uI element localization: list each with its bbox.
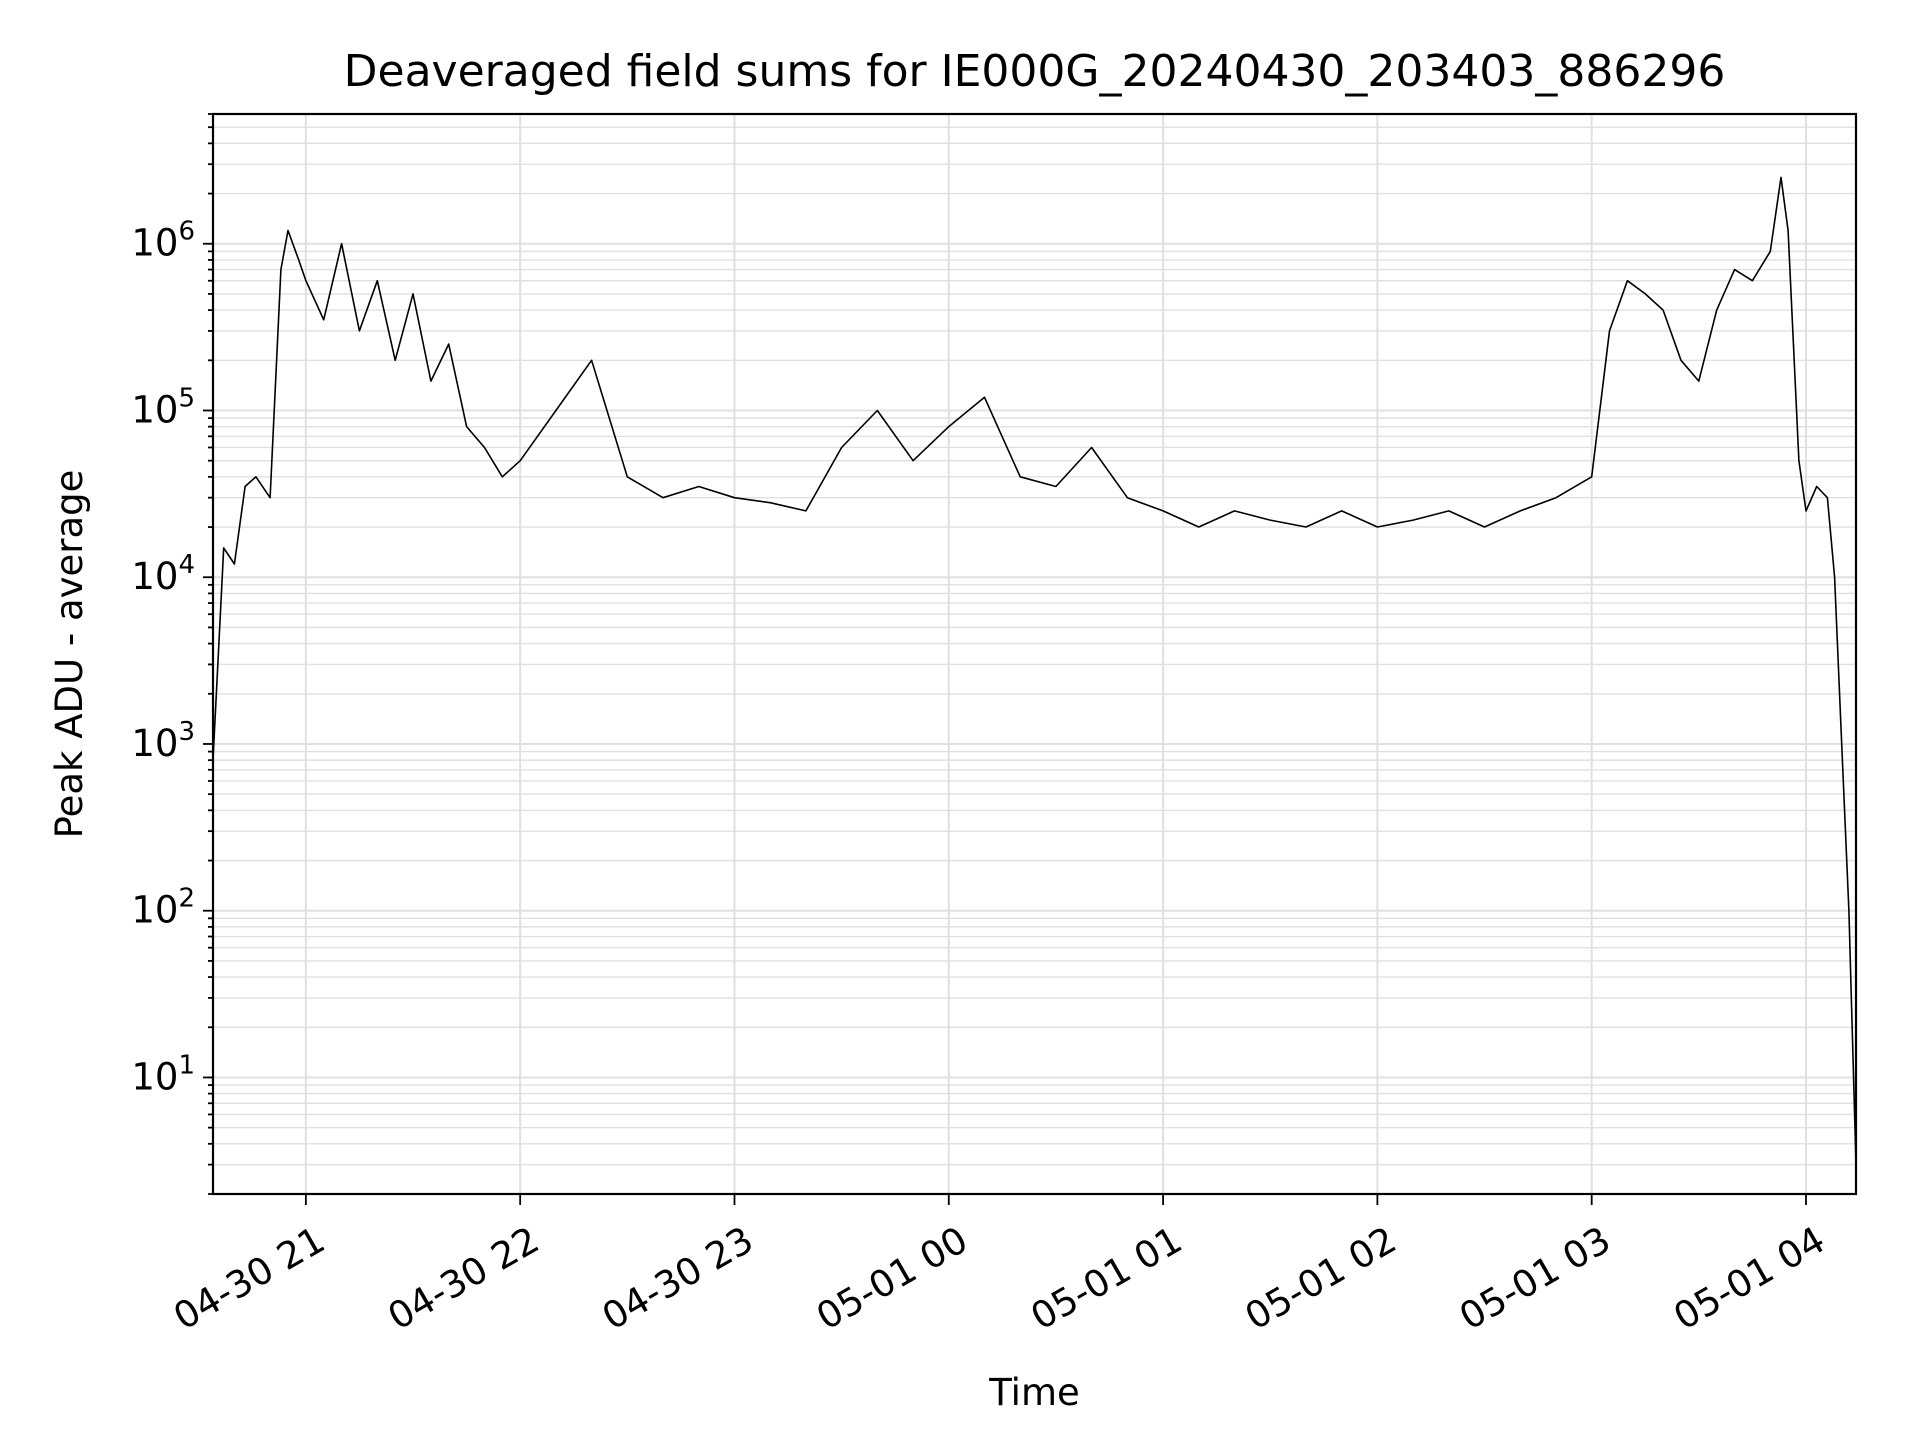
y-tick-exponent: 6	[178, 217, 195, 247]
y-tick-base: 10	[131, 388, 178, 431]
x-tick-label: 04-30 22	[381, 1218, 547, 1338]
x-axis-label: Time	[988, 1371, 1080, 1414]
y-tick-base: 10	[131, 889, 178, 932]
series-line	[212, 176, 1857, 1165]
x-axis-ticks: 04-30 21 04-30 22 04-30 23 05-01 00 05-01 01…	[166, 1194, 1832, 1339]
x-tick-label: 05-01 04	[1667, 1218, 1833, 1338]
x-tick-label: 05-01 00	[809, 1218, 975, 1338]
y-tick-exponent: 1	[178, 1050, 195, 1080]
x-tick-label: 04-30 21	[166, 1218, 332, 1338]
y-tick-base: 10	[131, 722, 178, 765]
y-tick-label: 103	[131, 717, 195, 765]
y-tick-label: 106	[131, 217, 195, 265]
y-tick-label: 102	[131, 884, 195, 932]
y-tick-exponent: 3	[178, 717, 195, 747]
chart-title: Deaveraged field sums for IE000G_2024043…	[344, 46, 1726, 97]
x-tick-label: 05-01 02	[1238, 1218, 1404, 1338]
x-tick-label: 05-01 01	[1024, 1218, 1190, 1338]
x-tick-label: 04-30 23	[595, 1218, 761, 1338]
y-tick-base: 10	[131, 1055, 178, 1098]
y-tick-exponent: 4	[178, 550, 195, 580]
y-tick-base: 10	[131, 222, 178, 265]
major-gridlines	[213, 114, 1856, 1194]
y-tick-label: 101	[131, 1050, 195, 1098]
y-tick-exponent: 2	[178, 884, 195, 914]
y-tick-label: 104	[131, 550, 195, 598]
y-tick-label: 105	[131, 383, 195, 431]
y-tick-exponent: 5	[178, 383, 195, 413]
minor-gridlines	[213, 113, 1856, 1195]
y-tick-base: 10	[131, 555, 178, 598]
y-axis-label: Peak ADU - average	[48, 470, 91, 839]
plot-area-frame	[211, 112, 1858, 1196]
x-tick-label: 05-01 03	[1452, 1218, 1618, 1338]
